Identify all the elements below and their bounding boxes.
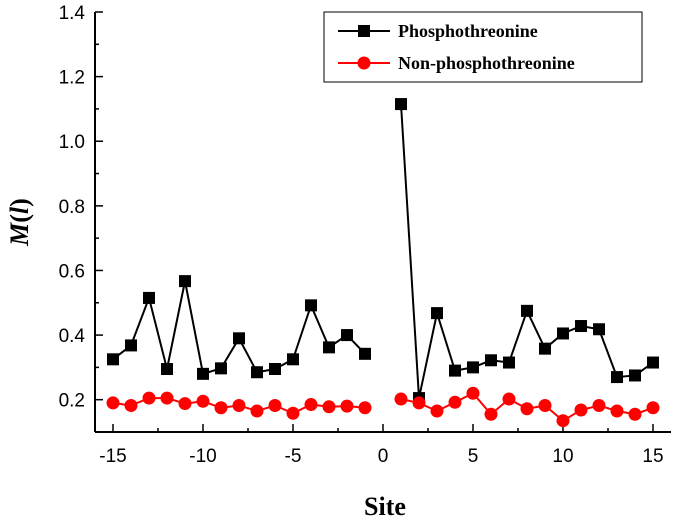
data-point [124,399,138,413]
data-point [215,362,227,375]
data-point [305,299,317,312]
data-point [179,275,191,288]
data-point [178,397,192,411]
data-point [538,399,552,413]
y-axis-title: M(l) [5,198,34,247]
x-tick-label: 0 [378,446,389,467]
data-point [269,363,281,375]
legend-box [323,11,643,83]
data-point [467,361,479,374]
data-point [574,403,588,417]
legend: Phosphothreonine Non-phosphothreonine [323,11,643,83]
data-point [539,342,551,355]
data-point [160,391,174,405]
data-point [125,339,137,352]
data-point [106,396,120,410]
data-point [448,395,462,409]
data-point [142,391,156,405]
data-point [232,399,246,413]
y-tick-label: 0.8 [59,197,85,218]
data-point [286,406,300,420]
data-point [323,341,335,354]
data-point [449,364,461,377]
data-point [647,356,659,369]
series-layer [106,98,660,428]
axes: 0.2 0.4 0.6 0.8 1.0 1.2 1.4 -15 -10 -5 0 5 10 15 [59,3,671,467]
y-tick-label: 1.0 [59,132,85,153]
x-tick-label: -15 [99,446,126,467]
x-tick-label: -5 [285,446,302,467]
data-point [575,320,587,333]
data-point [610,404,624,418]
data-point [394,392,408,406]
data-point [484,407,498,421]
data-point [197,367,209,380]
y-axis-title-var: l [5,206,34,214]
legend-label-nonphospho: Non-phosphothreonine [398,53,575,73]
legend-label-phospho: Phosphothreonine [398,21,538,41]
data-point [341,329,353,342]
data-point [250,404,264,418]
data-point [556,414,570,428]
data-point [431,307,443,320]
data-point [430,404,444,418]
y-axis-title-close: ) [5,198,34,207]
legend-marker-nonphospho [357,56,371,70]
data-point [214,401,228,415]
series-line [400,104,654,399]
y-axis-title-base: M [5,222,34,247]
data-point [629,369,641,382]
legend-marker-phospho [358,25,370,37]
series-phosphothreonine [107,98,659,405]
data-point [646,401,660,415]
x-tick-label: -10 [189,446,216,467]
data-point [503,356,515,369]
data-point [287,353,299,366]
x-tick-label: 15 [642,446,663,467]
data-point [340,399,354,413]
data-point [593,323,605,336]
x-tick-label: 5 [468,446,479,467]
data-point [521,304,533,317]
data-point [143,291,155,304]
data-point [251,366,263,379]
data-point [466,386,480,400]
y-axis-title-open: ( [5,214,34,223]
y-tick-label: 0.4 [59,326,86,347]
x-tick-label: 10 [552,446,573,467]
data-point [322,400,336,414]
data-point [304,398,318,412]
y-tick-label: 0.6 [59,261,85,282]
y-tick-label: 1.4 [59,3,86,24]
x-axis-title: Site [364,492,406,520]
data-point [412,396,426,410]
data-point [107,353,119,366]
series-non-phosphothreonine [106,386,660,428]
data-point [520,402,534,416]
data-point [359,347,371,360]
data-point [233,332,245,345]
data-point [358,401,372,415]
data-point [502,392,516,406]
data-point [161,363,173,375]
data-point [611,371,623,384]
data-point [628,407,642,421]
y-tick-label: 1.2 [59,68,85,89]
data-point [395,98,407,111]
data-point [485,354,497,367]
data-point [592,399,606,413]
data-point [268,399,282,413]
data-point [557,327,569,340]
y-tick-label: 0.2 [59,391,85,412]
data-point [196,394,210,408]
